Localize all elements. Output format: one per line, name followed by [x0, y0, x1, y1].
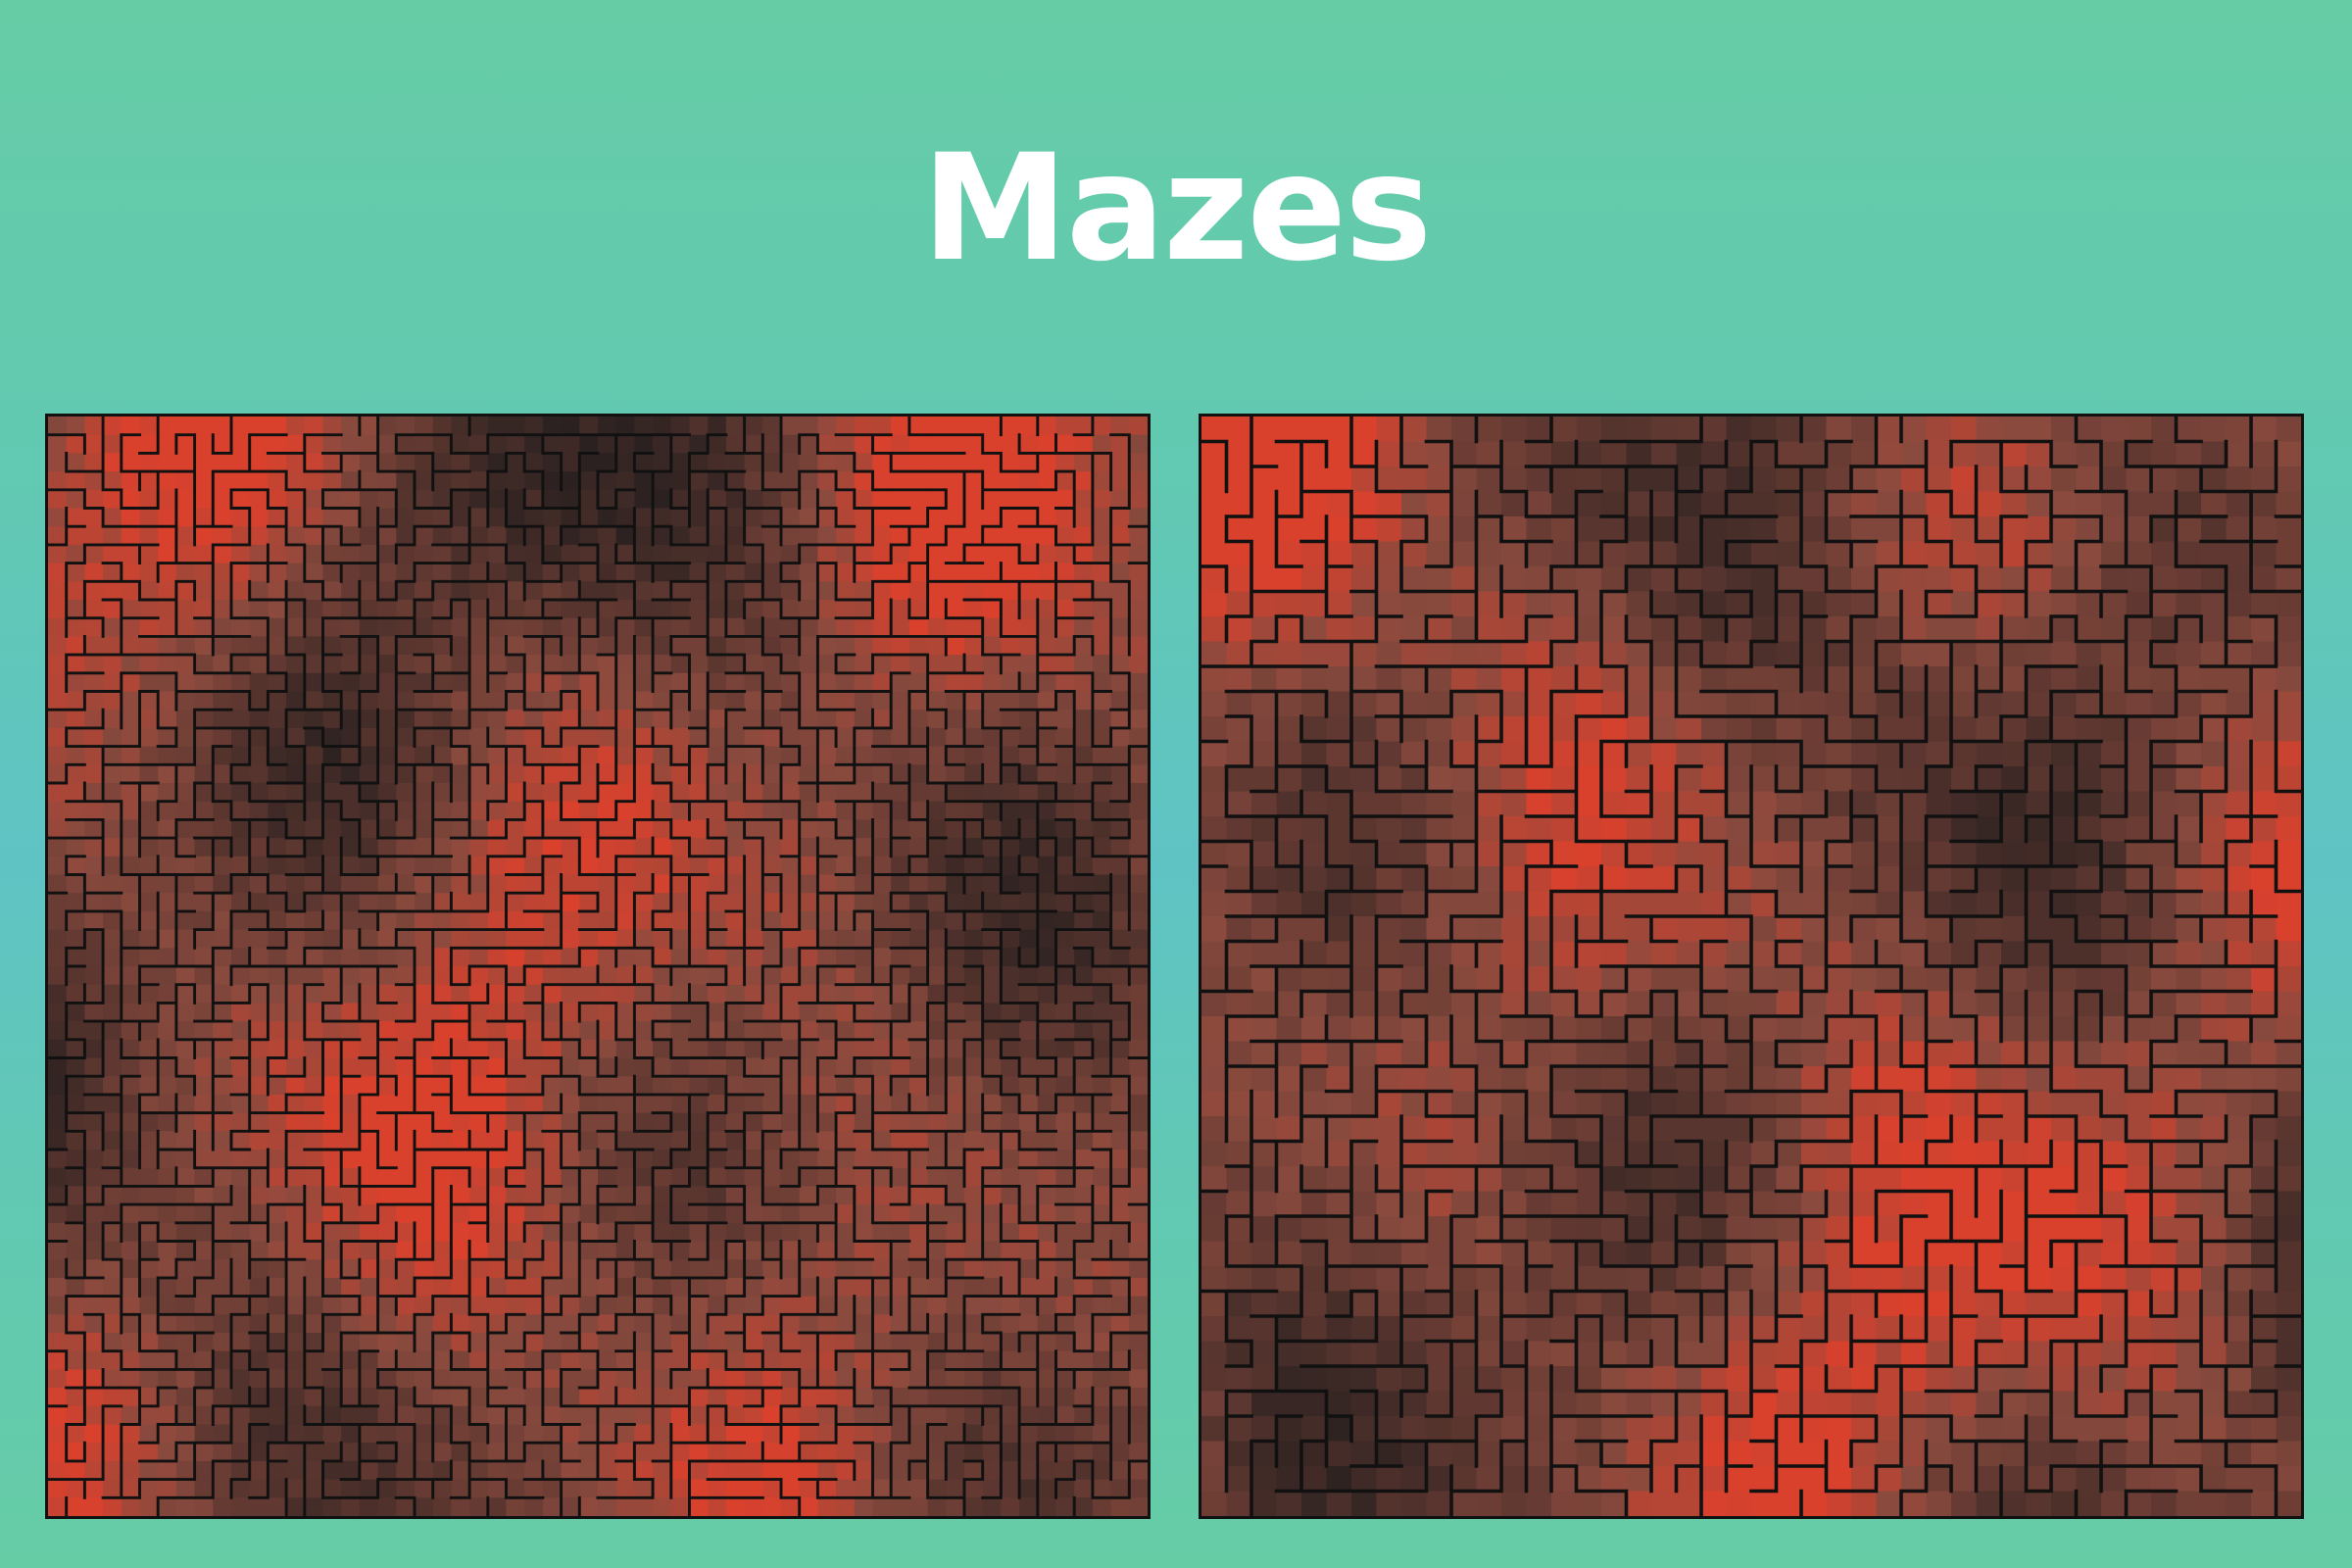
fine-grid-maze-walls	[48, 416, 1148, 1516]
coarse-grid-maze-walls	[1201, 416, 2301, 1516]
maze-right-graphic	[1201, 416, 2301, 1516]
page-title: Mazes	[921, 123, 1433, 294]
fine-grid-maze-cells	[48, 416, 1148, 1516]
maze-right	[1199, 414, 2304, 1519]
maze-left	[45, 414, 1151, 1519]
maze-left-graphic	[48, 416, 1148, 1516]
coarse-grid-maze-cells	[1201, 416, 2301, 1516]
